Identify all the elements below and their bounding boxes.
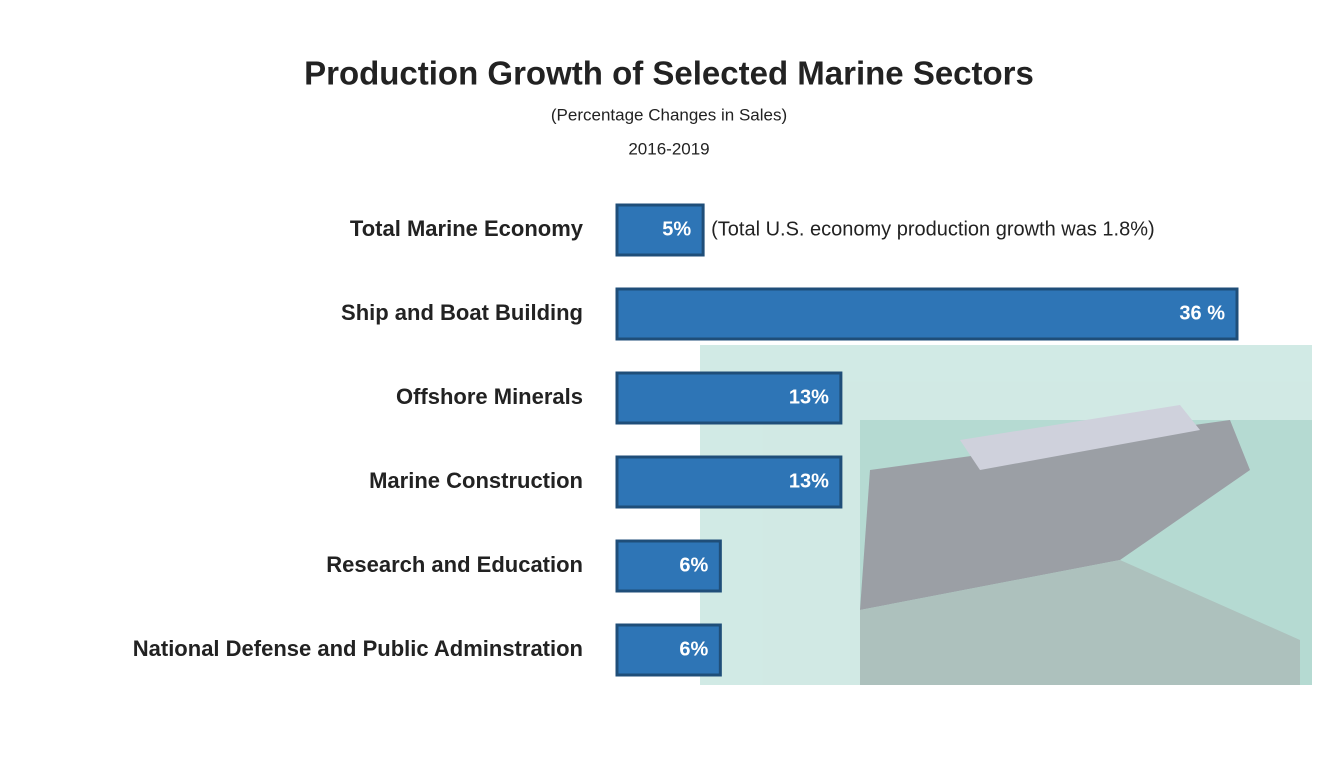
value-label: 36 % (1179, 302, 1225, 324)
bar (615, 623, 722, 677)
ship-photo (700, 345, 1312, 685)
category-label: Ship and Boat Building (341, 300, 583, 325)
bar (615, 455, 843, 509)
category-label: National Defense and Public Adminstratio… (133, 636, 583, 661)
value-label: 13% (789, 386, 829, 408)
value-label: 6% (679, 554, 708, 576)
value-label: 13% (789, 470, 829, 492)
chart-title: Production Growth of Selected Marine Sec… (304, 55, 1034, 92)
value-label: 5% (662, 218, 691, 240)
category-label: Total Marine Economy (350, 216, 584, 241)
chart-period: 2016-2019 (628, 139, 709, 158)
category-label: Marine Construction (369, 468, 583, 493)
chart-subtitle: (Percentage Changes in Sales) (551, 105, 787, 124)
value-label: 6% (679, 638, 708, 660)
bar (615, 287, 1239, 341)
bar (615, 539, 722, 593)
category-label: Research and Education (326, 552, 583, 577)
bar (615, 203, 705, 257)
annotation: (Total U.S. economy production growth wa… (711, 218, 1155, 240)
bar (615, 371, 843, 425)
category-label: Offshore Minerals (396, 384, 583, 409)
